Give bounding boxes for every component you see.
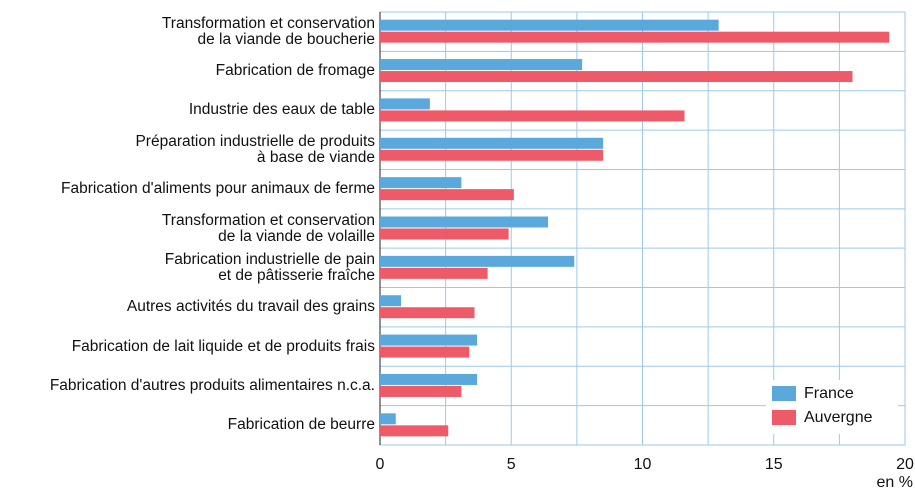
y-tick-label: Industrie des eaux de table (188, 101, 375, 119)
bar (380, 177, 462, 189)
y-tick-label: Transformation et conservation de la via… (161, 14, 375, 48)
bar (380, 149, 604, 161)
bar (380, 228, 509, 240)
x-axis-label: en % (877, 474, 913, 491)
legend-swatch (772, 386, 796, 401)
y-tick-label: Fabrication industrielle de pain et de p… (164, 250, 375, 284)
bar (380, 110, 685, 122)
y-tick-label: Préparation industrielle de produits à b… (135, 132, 375, 166)
bar (380, 98, 430, 110)
bar (380, 334, 478, 346)
x-tick-label: 20 (896, 456, 914, 473)
bar (380, 295, 401, 307)
bar (380, 307, 475, 319)
x-tick-label: 5 (507, 456, 516, 473)
bar (380, 216, 548, 228)
x-tick-label: 0 (376, 456, 385, 473)
y-tick-label: Fabrication de lait liquide et de produi… (71, 337, 375, 355)
bar (380, 189, 514, 201)
bar (380, 71, 853, 83)
bar (380, 255, 575, 267)
bar (380, 267, 488, 279)
legend-swatch (772, 410, 796, 425)
y-tick-label: Transformation et conservation de la via… (161, 211, 375, 245)
x-tick-label: 10 (634, 456, 652, 473)
bar (380, 137, 604, 149)
legend-label: France (804, 385, 854, 402)
bar (380, 31, 890, 43)
bar (380, 59, 583, 71)
y-tick-label: Fabrication de fromage (215, 62, 375, 80)
bar (380, 346, 470, 358)
bar (380, 413, 396, 425)
y-tick-label: Autres activités du travail des grains (126, 298, 375, 316)
y-tick-label: Fabrication d'autres produits alimentair… (49, 376, 375, 394)
y-tick-label: Fabrication de beurre (227, 416, 375, 434)
bar (380, 385, 462, 397)
bar (380, 373, 478, 385)
legend-label: Auvergne (804, 409, 873, 426)
x-tick-label: 15 (765, 456, 783, 473)
bar (380, 425, 449, 437)
bar (380, 19, 719, 31)
y-tick-label: Fabrication d'aliments pour animaux de f… (61, 180, 375, 198)
